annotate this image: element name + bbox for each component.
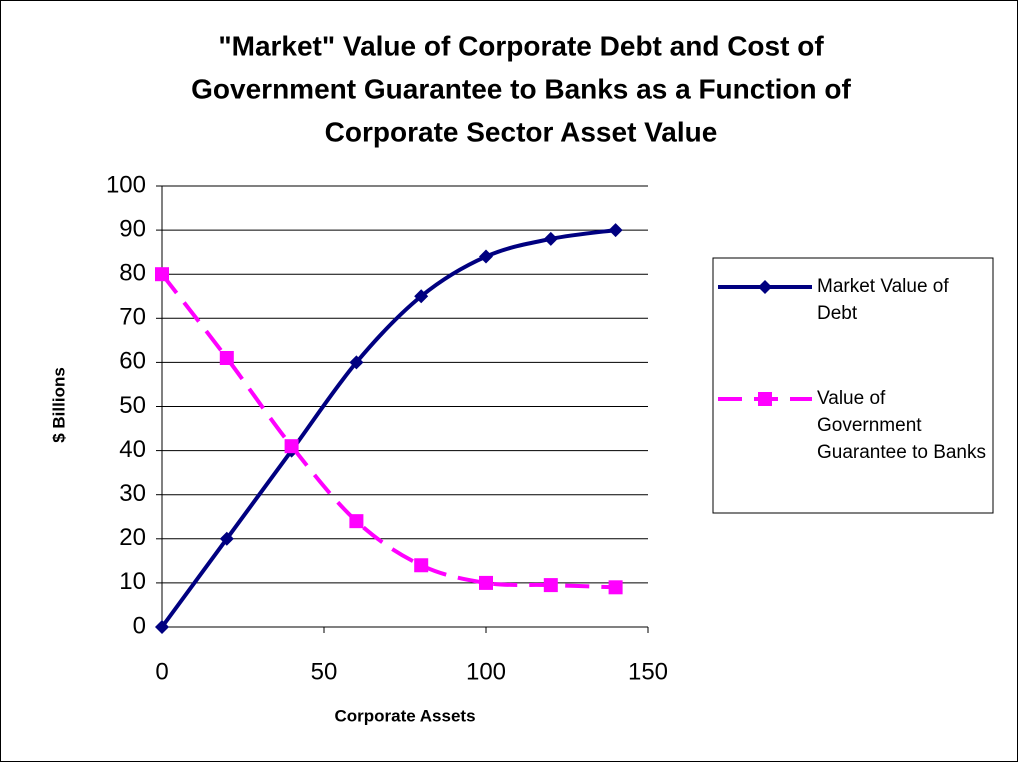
data-point bbox=[479, 249, 493, 264]
legend-marker bbox=[758, 392, 772, 406]
data-point bbox=[479, 575, 493, 590]
data-point bbox=[284, 439, 299, 454]
legend-label: Value of Government Guarantee to Banks bbox=[817, 388, 986, 463]
y-tick-label: 100 bbox=[106, 171, 146, 198]
data-point bbox=[155, 267, 169, 282]
chart-title: "Market" Value of Corporate Debt and Cos… bbox=[218, 30, 824, 61]
x-tick-label: 150 bbox=[628, 658, 668, 685]
y-tick-label: 10 bbox=[119, 568, 146, 595]
data-point bbox=[608, 223, 623, 238]
data-point bbox=[219, 350, 234, 365]
chart-title: Corporate Sector Asset Value bbox=[325, 116, 718, 147]
x-axis-title: Corporate Assets bbox=[334, 706, 475, 725]
y-tick-label: 90 bbox=[119, 215, 146, 242]
data-point bbox=[155, 620, 169, 634]
data-point bbox=[414, 558, 429, 573]
y-tick-label: 70 bbox=[119, 304, 146, 331]
y-tick-label: 30 bbox=[119, 480, 146, 507]
y-tick-label: 80 bbox=[119, 260, 146, 287]
y-tick-label: 40 bbox=[119, 436, 146, 463]
data-point bbox=[543, 578, 558, 593]
x-tick-label: 100 bbox=[466, 658, 506, 685]
data-point bbox=[219, 531, 234, 546]
series-line bbox=[160, 272, 616, 590]
legend-label: Market Value of Debt bbox=[817, 276, 949, 324]
x-tick-label: 0 bbox=[155, 658, 168, 685]
data-point bbox=[414, 289, 429, 304]
chart-title: Government Guarantee to Banks as a Funct… bbox=[191, 73, 851, 104]
y-tick-label: 0 bbox=[133, 612, 146, 639]
data-point bbox=[349, 514, 364, 529]
legend-marker bbox=[758, 280, 772, 294]
y-axis-title: $ Billions bbox=[49, 367, 68, 443]
data-point bbox=[349, 355, 364, 370]
y-tick-label: 60 bbox=[119, 348, 146, 375]
data-point bbox=[543, 231, 558, 246]
data-point bbox=[608, 580, 623, 595]
y-tick-label: 50 bbox=[119, 392, 146, 419]
legend-box bbox=[712, 257, 994, 514]
y-tick-label: 20 bbox=[119, 524, 146, 551]
x-tick-label: 50 bbox=[311, 658, 338, 685]
